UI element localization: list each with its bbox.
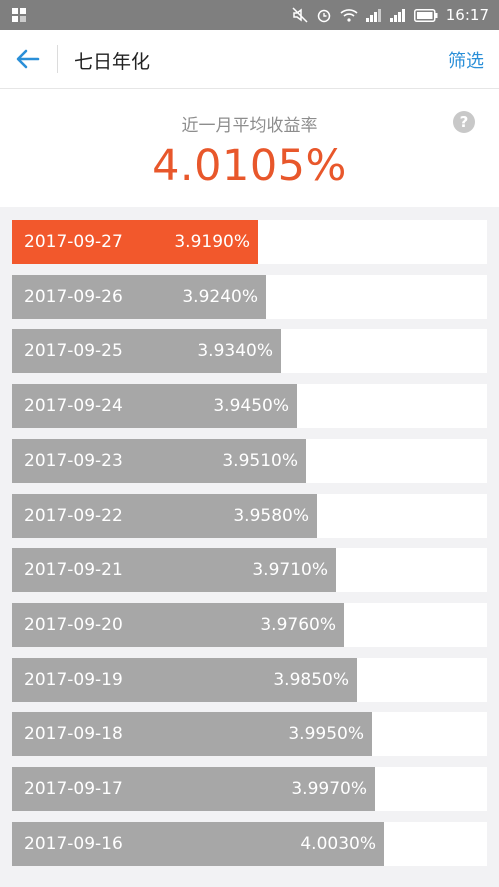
rate-row[interactable]: 2017-09-23 3.9510% — [12, 439, 487, 483]
rate-bar: 2017-09-22 3.9580% — [12, 494, 317, 538]
rate-bar: 2017-09-19 3.9850% — [12, 658, 357, 702]
rate-row[interactable]: 2017-09-16 4.0030% — [12, 822, 487, 866]
rate-bar: 2017-09-16 4.0030% — [12, 822, 384, 866]
rate-date: 2017-09-25 — [24, 341, 123, 361]
rate-date: 2017-09-20 — [24, 615, 123, 635]
rate-value: 3.9190% — [174, 232, 250, 252]
status-bar: 16:17 — [0, 0, 499, 30]
rate-row[interactable]: 2017-09-17 3.9970% — [12, 767, 487, 811]
rate-value: 3.9970% — [291, 779, 367, 799]
signal-icon — [389, 8, 406, 22]
rate-bar: 2017-09-18 3.9950% — [12, 712, 372, 756]
rate-date: 2017-09-16 — [24, 834, 123, 854]
rate-value: 3.9340% — [197, 341, 273, 361]
mute-icon — [292, 7, 308, 23]
rate-value: 3.9580% — [233, 506, 309, 526]
rate-value: 3.9710% — [252, 560, 328, 580]
rate-value: 3.9240% — [182, 287, 258, 307]
rate-bar: 2017-09-23 3.9510% — [12, 439, 306, 483]
rate-date: 2017-09-24 — [24, 396, 123, 416]
alarm-icon — [316, 7, 332, 23]
rate-row[interactable]: 2017-09-19 3.9850% — [12, 658, 487, 702]
rate-bar: 2017-09-20 3.9760% — [12, 603, 344, 647]
rate-bar: 2017-09-27 3.9190% — [12, 220, 258, 264]
battery-icon — [413, 8, 438, 22]
rate-date: 2017-09-27 — [24, 232, 123, 252]
rate-date: 2017-09-22 — [24, 506, 123, 526]
rate-bar: 2017-09-21 3.9710% — [12, 548, 336, 592]
rate-date: 2017-09-26 — [24, 287, 123, 307]
rate-value: 3.9510% — [222, 451, 298, 471]
rate-date: 2017-09-17 — [24, 779, 123, 799]
rate-date: 2017-09-19 — [24, 670, 123, 690]
rate-row[interactable]: 2017-09-18 3.9950% — [12, 712, 487, 756]
signal-icon — [365, 8, 382, 22]
arrow-left-icon — [16, 49, 40, 69]
clock-time: 16:17 — [445, 6, 489, 24]
summary-label: 近一月平均收益率 — [181, 116, 318, 136]
rate-row[interactable]: 2017-09-27 3.9190% — [12, 220, 487, 264]
wifi-icon — [340, 8, 358, 22]
summary-panel: 近一月平均收益率 ? 4.0105% — [0, 89, 499, 207]
app-notification-icon — [12, 8, 26, 22]
rate-value: 3.9760% — [260, 615, 336, 635]
rate-date: 2017-09-21 — [24, 560, 123, 580]
back-button[interactable] — [14, 46, 42, 72]
rate-date: 2017-09-18 — [24, 724, 123, 744]
rate-row[interactable]: 2017-09-21 3.9710% — [12, 548, 487, 592]
average-yield-value: 4.0105% — [152, 141, 347, 191]
rate-bar: 2017-09-26 3.9240% — [12, 275, 266, 319]
rate-row[interactable]: 2017-09-25 3.9340% — [12, 329, 487, 373]
app-bar: 七日年化 筛选 — [0, 30, 499, 89]
rate-date: 2017-09-23 — [24, 451, 123, 471]
rate-row[interactable]: 2017-09-20 3.9760% — [12, 603, 487, 647]
question-icon[interactable]: ? — [453, 111, 475, 133]
rate-row[interactable]: 2017-09-26 3.9240% — [12, 275, 487, 319]
page-title: 七日年化 — [74, 51, 151, 73]
rate-row[interactable]: 2017-09-22 3.9580% — [12, 494, 487, 538]
rate-value: 4.0030% — [300, 834, 376, 854]
rate-bar: 2017-09-25 3.9340% — [12, 329, 281, 373]
rate-row[interactable]: 2017-09-24 3.9450% — [12, 384, 487, 428]
rate-value: 3.9950% — [288, 724, 364, 744]
rate-value: 3.9850% — [273, 670, 349, 690]
filter-button[interactable]: 筛选 — [448, 51, 484, 72]
rate-bar: 2017-09-17 3.9970% — [12, 767, 375, 811]
header-divider — [57, 45, 58, 73]
rate-bar: 2017-09-24 3.9450% — [12, 384, 297, 428]
rate-value: 3.9450% — [213, 396, 289, 416]
